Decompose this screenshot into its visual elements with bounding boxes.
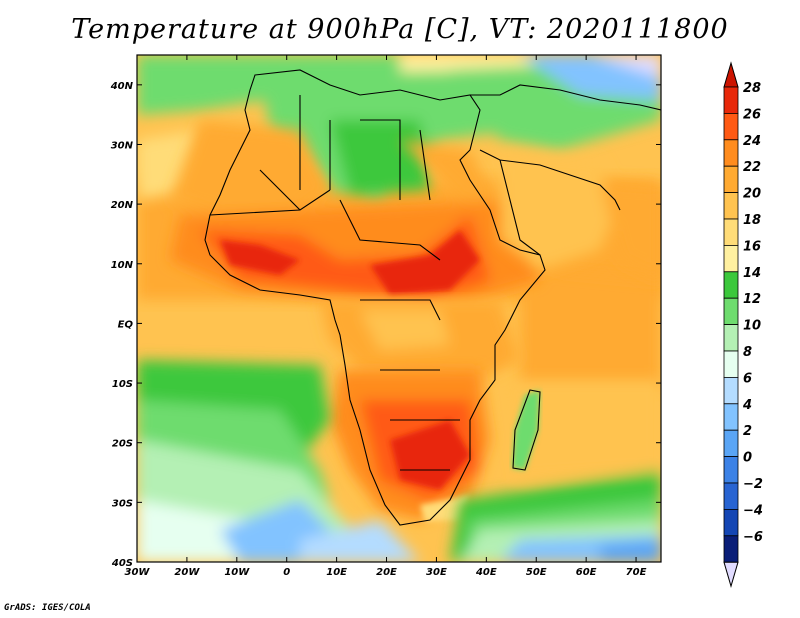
colorbar-swatch (723, 535, 739, 563)
lon-tick-label: 60E (576, 567, 597, 578)
colorbar-swatch (723, 429, 739, 458)
lat-tick-label: 10S (112, 379, 133, 390)
colorbar-label: 6 (743, 371, 752, 386)
colorbar-label: 14 (743, 266, 761, 281)
lon-tick-label: 40E (475, 567, 497, 578)
colorbar-label: 26 (743, 107, 761, 122)
lat-tick-label: 40S (111, 558, 133, 569)
colorbar-swatch (723, 482, 739, 510)
lat-tick-label: 10N (111, 260, 134, 271)
colorbar-label: 22 (743, 160, 761, 175)
lon-tick-label: 20E (376, 567, 397, 578)
lat-tick-label: EQ (118, 319, 134, 330)
colorbar-swatch (723, 218, 739, 246)
colorbar-label: 16 (743, 239, 761, 254)
colorbar-bottom-arrow (723, 561, 739, 588)
colorbar-swatch (723, 456, 739, 484)
lat-tick-label: 30N (111, 140, 134, 151)
colorbar-swatch (723, 244, 739, 273)
lon-tick-label: 0 (283, 567, 290, 578)
colorbar-label: 4 (742, 398, 752, 413)
colorbar-label: 28 (743, 81, 761, 96)
colorbar-label: 24 (743, 134, 761, 149)
lat-tick-label: 40N (110, 81, 134, 92)
map-frame (136, 54, 662, 563)
longitude-axis: 30W 20W 10W 0 10E 20E 30E 40E 50E 60E 70E (125, 55, 647, 578)
colorbar-label: 18 (743, 213, 761, 228)
temperature-field (137, 55, 661, 562)
colorbar-swatch (723, 165, 739, 193)
lat-tick-label: 20S (112, 439, 133, 450)
colorbar-label: 10 (743, 319, 761, 334)
colorbar-swatch (723, 271, 739, 299)
colorbar-swatch (723, 86, 739, 114)
lon-tick-label: 10W (224, 567, 250, 578)
colorbar-label: 12 (743, 292, 761, 307)
colorbar-swatch (723, 508, 739, 537)
lon-tick-label: 70E (626, 567, 647, 578)
colorbar-top-arrow (723, 61, 739, 88)
lat-tick-label: 20N (111, 200, 134, 211)
colorbar-swatch (723, 139, 739, 167)
colorbar-label: −2 (743, 477, 763, 492)
colorbar-label: 2 (743, 424, 752, 439)
credit-footer: GrADS: IGES/COLA (4, 603, 91, 613)
colorbar-label: 8 (743, 345, 752, 360)
colorbar-swatch (723, 403, 739, 431)
coastlines (204, 69, 661, 526)
colorbar-swatch (723, 113, 739, 141)
colorbar-swatch (723, 350, 739, 378)
lon-tick-label: 30W (125, 567, 151, 578)
colorbar-label: −6 (743, 530, 763, 545)
lon-tick-label: 10E (326, 567, 347, 578)
colorbar-swatch (723, 297, 739, 326)
colorbar-swatch (723, 324, 739, 352)
lon-tick-label: 20W (174, 567, 200, 578)
colorbar-swatch (723, 376, 739, 405)
colorbar-label: 20 (743, 187, 761, 202)
colorbar-label: 0 (743, 451, 752, 466)
colorbar-label: −4 (743, 503, 763, 518)
lat-tick-label: 30S (112, 498, 133, 509)
latitude-axis: 40N 30N 20N 10N EQ 10S 20S 30S 40S (110, 81, 661, 569)
map-title: Temperature at 900hPa [C], VT: 202011180… (71, 14, 729, 45)
lon-tick-label: 50E (526, 567, 547, 578)
lon-tick-label: 30E (426, 567, 447, 578)
colorbar-swatch (723, 192, 739, 220)
